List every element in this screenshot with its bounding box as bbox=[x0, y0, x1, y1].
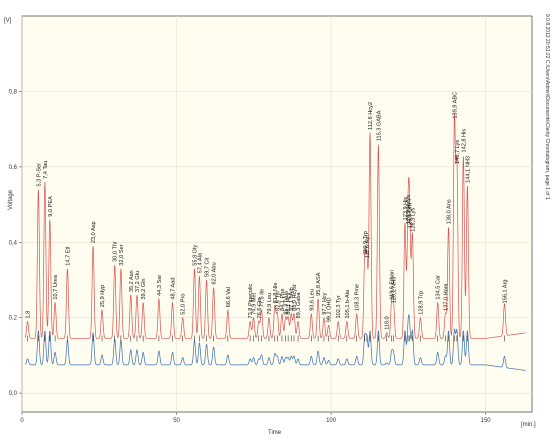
x-tick-label: 50 bbox=[173, 418, 180, 424]
peak-label: 86,1 Hcy bbox=[286, 292, 292, 314]
peak-label: 9,0 PEA bbox=[48, 196, 54, 217]
peak-label: 81,8 Nle bbox=[273, 283, 279, 304]
peak-label: 44,3 Sar bbox=[157, 275, 163, 296]
peak-label: 30,0 Thr bbox=[113, 241, 119, 262]
peak-label: 128,9 Trp bbox=[418, 291, 424, 315]
peak-label: 89,3 Gaba bbox=[296, 291, 302, 318]
peak-label: 76,6 Ctn bbox=[257, 297, 263, 318]
peak-label: 77,5 Ile bbox=[260, 289, 266, 307]
y-tick-label: 0,4 bbox=[9, 240, 18, 246]
x-axis-label: Time bbox=[268, 430, 282, 436]
y-tick-label: 0,6 bbox=[9, 165, 18, 171]
y-axis-unit: [V] bbox=[4, 18, 12, 24]
plot-area bbox=[21, 15, 533, 413]
peak-label: 99,2 OHD bbox=[327, 297, 333, 322]
peak-label-layer: 1,8 5,3 P-Ser 7,4 Tau 9,0 PEA 10,7 Urea 14,7 … bbox=[26, 92, 509, 330]
peak-label: 137,0 Hom bbox=[444, 283, 450, 311]
peak-label: 118,0 bbox=[385, 316, 391, 330]
peak-label: 105,1 b-Ala bbox=[345, 289, 351, 318]
peak-label: 79,9 Leu bbox=[267, 293, 273, 315]
peak-label: 82,6 Tyr bbox=[275, 291, 281, 311]
peak-label: 74,9 Met bbox=[252, 292, 258, 314]
peak-label: 108,3 Pme bbox=[355, 284, 361, 311]
peak-label: 87,1 bAib bbox=[289, 287, 295, 311]
peak-label: 84,1 Phe bbox=[280, 288, 286, 310]
peak-label: 138,0 Ans bbox=[447, 199, 453, 224]
y-tick-label: 0,2 bbox=[9, 316, 18, 322]
peak-label: 124,9 Hylys bbox=[406, 195, 412, 224]
peak-label: 73,8 Pipecolic bbox=[248, 283, 254, 318]
peak-label: 5,3 P-Ser bbox=[36, 163, 42, 187]
x-axis-unit: [min.] bbox=[521, 422, 536, 428]
peak-label: 32,0 Ser bbox=[119, 244, 125, 265]
peak-label: 139,9 ABC bbox=[452, 92, 458, 119]
peak-label: 10,7 Urea bbox=[53, 274, 59, 299]
peak-label: 39,2 Gln bbox=[141, 278, 147, 299]
peak-label: 102,3 Tyr bbox=[336, 295, 342, 318]
y-tick-label: 0,0 bbox=[9, 391, 18, 397]
peak-label: 140,7 Lys bbox=[455, 140, 461, 164]
peak-label: 126,3 Lys bbox=[410, 207, 416, 231]
x-tick-label: 0 bbox=[20, 418, 24, 424]
peak-label: 156,1 Arg bbox=[503, 279, 509, 303]
grid bbox=[21, 16, 532, 412]
peak-label: 142,8 His bbox=[461, 129, 467, 153]
series-blue-line bbox=[24, 313, 526, 371]
peak-label: 66,6 Val bbox=[226, 287, 232, 307]
peak-label: 119,6 Ethan bbox=[390, 270, 396, 300]
y-axis-label: Voltage bbox=[8, 189, 14, 210]
peak-label: 25,9 Hyp bbox=[100, 285, 106, 307]
side-info-text: 9.0.8.2012 20:51:22 C:\Users\Admin\Docum… bbox=[544, 14, 550, 200]
peak-label: 110,9 Trp bbox=[363, 231, 369, 254]
peak-label: 112,6 Hcy2 bbox=[368, 102, 374, 130]
series-layer bbox=[24, 113, 526, 371]
peak-label: 1,8 bbox=[26, 311, 32, 319]
peak-label: 52,0 Pro bbox=[181, 294, 187, 315]
peak-label: 7,4 Tau bbox=[43, 161, 49, 179]
peak-label: 35,2 Asn bbox=[129, 270, 135, 292]
series-red-line bbox=[24, 113, 526, 339]
peak-label: 37,2 Glu bbox=[135, 271, 141, 292]
peak-label: 14,7 EtI bbox=[65, 246, 71, 266]
x-tick-label: 150 bbox=[481, 418, 492, 424]
peak-label: 144,1 NH3 bbox=[465, 156, 471, 183]
peak-label: 125,4 Orn bbox=[408, 203, 414, 228]
peak-label: 59,7 Cit bbox=[205, 257, 211, 277]
peak-label: 85,3 bAla bbox=[284, 290, 290, 315]
peak-label: 55,8 Gly bbox=[193, 245, 199, 266]
peak-label: 111,6 Hyl bbox=[365, 235, 371, 258]
peak-label: 93,6 Leu bbox=[309, 289, 315, 311]
peak-label: 95,8 ASA bbox=[316, 272, 322, 296]
peak-label: 23,0 Asp bbox=[91, 221, 97, 243]
peak-label: 88,0 Hcyst bbox=[292, 284, 298, 311]
peak-label: 57,4 Ala bbox=[197, 252, 203, 273]
axes: 0 50 100 150 0,0 0,2 0,4 0,6 0,8 bbox=[9, 89, 492, 424]
peak-label: 48,7 Aad bbox=[171, 278, 177, 300]
y-tick-label: 0,8 bbox=[9, 89, 18, 95]
peak-label: 134,5 Car bbox=[436, 275, 442, 300]
x-tick-label: 100 bbox=[326, 418, 337, 424]
peak-label: 62,0 Abu bbox=[212, 262, 218, 284]
peak-label: 97,7 Hcy bbox=[322, 292, 328, 314]
peak-label: 115,3 GABA bbox=[376, 110, 382, 141]
peak-label: 123,9 His bbox=[403, 197, 409, 221]
peak-label: 120,2 NH3 bbox=[392, 277, 398, 304]
